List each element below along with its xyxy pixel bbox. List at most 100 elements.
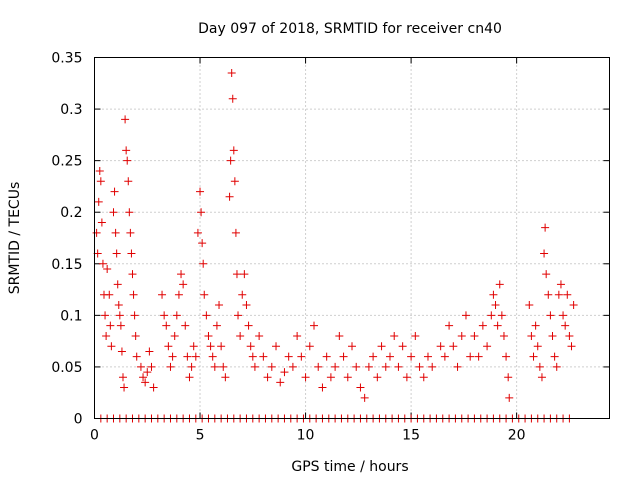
data-point xyxy=(177,270,186,279)
data-point xyxy=(335,331,344,340)
data-point xyxy=(343,373,352,382)
data-point xyxy=(170,331,179,340)
data-point xyxy=(527,331,536,340)
data-point xyxy=(126,228,135,237)
y-tick-label: 0.35 xyxy=(51,51,82,67)
data-point xyxy=(248,352,257,361)
data-point xyxy=(147,362,156,371)
data-point xyxy=(250,362,259,371)
data-point xyxy=(318,383,327,392)
data-point xyxy=(221,373,230,382)
data-point xyxy=(529,352,538,361)
data-point xyxy=(563,290,572,299)
data-point xyxy=(491,301,500,310)
data-point xyxy=(352,362,361,371)
data-point xyxy=(423,352,432,361)
data-point xyxy=(229,146,238,155)
data-point xyxy=(394,362,403,371)
x-tick-label: 0 xyxy=(90,428,99,444)
data-point xyxy=(497,311,506,320)
data-point xyxy=(225,192,234,201)
data-point xyxy=(141,378,150,387)
data-point xyxy=(139,373,148,382)
data-point xyxy=(105,290,114,299)
data-point xyxy=(364,362,373,371)
data-point xyxy=(228,94,237,103)
data-point xyxy=(115,311,124,320)
data-point xyxy=(111,228,120,237)
data-point xyxy=(196,187,205,196)
data-point xyxy=(552,362,561,371)
data-point xyxy=(546,311,555,320)
data-point xyxy=(113,280,122,289)
data-point xyxy=(474,352,483,361)
data-point xyxy=(569,301,578,310)
data-point xyxy=(314,362,323,371)
y-tick-label: 0 xyxy=(74,412,83,428)
data-point xyxy=(541,223,550,232)
data-point xyxy=(200,290,209,299)
data-point xyxy=(168,352,177,361)
data-point xyxy=(92,228,101,237)
data-point xyxy=(548,331,557,340)
data-point xyxy=(236,331,245,340)
data-point xyxy=(407,352,416,361)
data-point xyxy=(436,342,445,351)
data-point xyxy=(117,347,126,356)
data-point xyxy=(242,301,251,310)
data-point xyxy=(179,280,188,289)
data-point xyxy=(505,393,514,402)
data-point xyxy=(440,352,449,361)
data-point xyxy=(127,249,136,258)
data-point xyxy=(499,331,508,340)
data-point xyxy=(385,352,394,361)
data-point xyxy=(419,373,428,382)
data-point xyxy=(107,342,116,351)
data-point xyxy=(288,362,297,371)
data-point xyxy=(187,362,196,371)
data-point xyxy=(172,311,181,320)
data-point xyxy=(227,68,236,77)
x-tick-label: 15 xyxy=(402,428,420,444)
data-point xyxy=(493,321,502,330)
data-point xyxy=(103,264,112,273)
data-point xyxy=(181,321,190,330)
data-point xyxy=(189,342,198,351)
data-point xyxy=(428,362,437,371)
data-point xyxy=(208,352,217,361)
data-point xyxy=(310,321,319,330)
data-point xyxy=(373,373,382,382)
data-point xyxy=(240,270,249,279)
data-point xyxy=(267,362,276,371)
data-point xyxy=(95,166,104,175)
data-point xyxy=(232,270,241,279)
data-point xyxy=(487,311,496,320)
data-point xyxy=(130,311,139,320)
data-point xyxy=(121,115,130,124)
x-tick-label: 10 xyxy=(297,428,315,444)
data-point xyxy=(544,290,553,299)
data-point xyxy=(556,280,565,289)
data-point xyxy=(567,342,576,351)
data-point xyxy=(457,331,466,340)
y-tick-label: 0.3 xyxy=(60,102,82,118)
plot-frame xyxy=(94,57,610,419)
x-tick-label: 5 xyxy=(196,428,205,444)
data-point xyxy=(495,280,504,289)
data-point xyxy=(122,146,131,155)
data-point xyxy=(114,301,123,310)
data-point xyxy=(217,342,226,351)
data-point xyxy=(98,259,107,268)
data-point xyxy=(110,187,119,196)
data-point xyxy=(219,362,228,371)
data-point xyxy=(166,362,175,371)
data-point xyxy=(453,362,462,371)
data-point xyxy=(369,352,378,361)
data-point xyxy=(215,301,224,310)
data-point xyxy=(554,290,563,299)
data-point xyxy=(293,331,302,340)
y-axis-label: SRMTID / TECUs xyxy=(7,182,23,295)
data-point xyxy=(449,342,458,351)
data-point xyxy=(502,352,511,361)
data-point xyxy=(101,311,110,320)
